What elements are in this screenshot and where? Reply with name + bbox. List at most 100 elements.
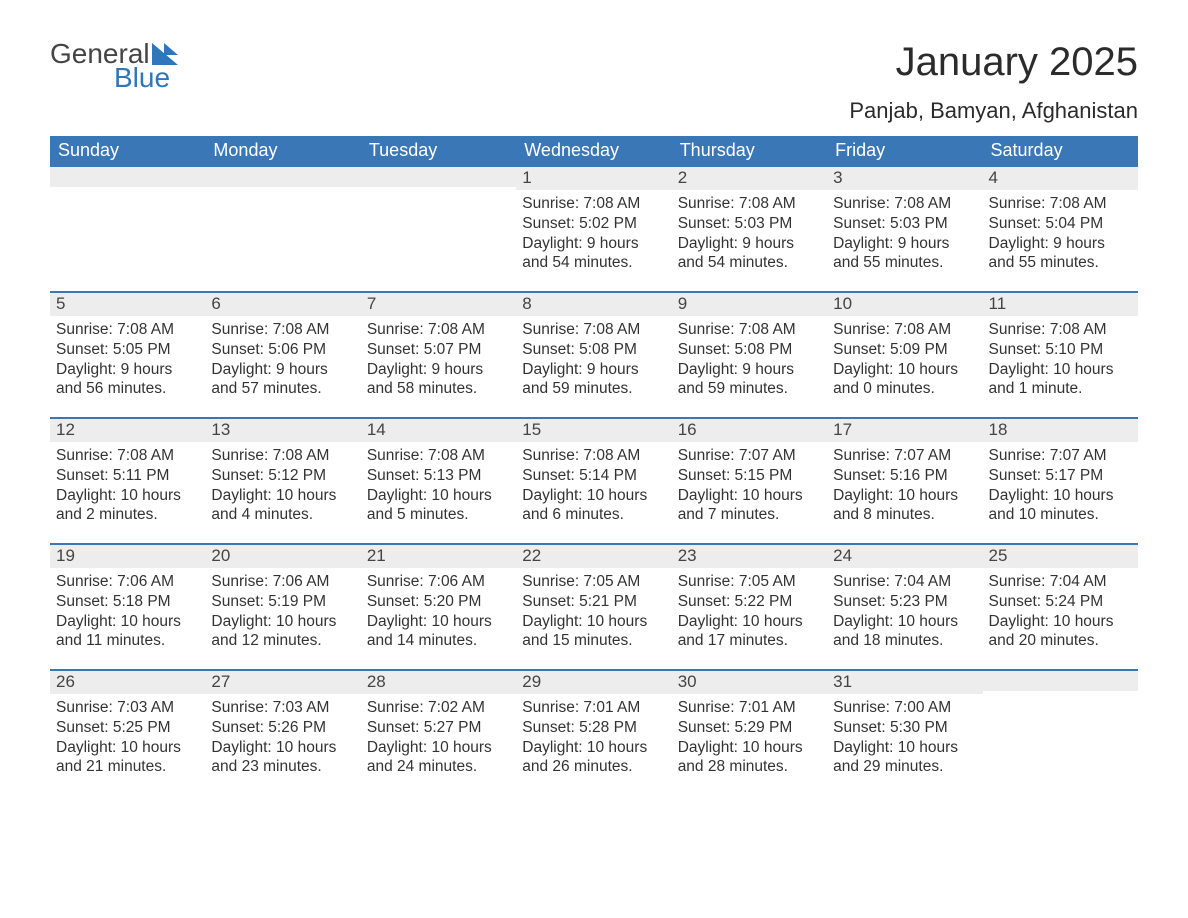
sunset-text: Sunset: 5:15 PM xyxy=(678,466,821,486)
day-details: Sunrise: 7:07 AMSunset: 5:16 PMDaylight:… xyxy=(827,442,982,529)
header-row: General Blue January 2025 xyxy=(50,40,1138,92)
day-number: 14 xyxy=(361,417,516,442)
calendar-day-cell: 30Sunrise: 7:01 AMSunset: 5:29 PMDayligh… xyxy=(672,669,827,795)
calendar-day-cell: 11Sunrise: 7:08 AMSunset: 5:10 PMDayligh… xyxy=(983,291,1138,417)
calendar-day-cell: 9Sunrise: 7:08 AMSunset: 5:08 PMDaylight… xyxy=(672,291,827,417)
sunset-text: Sunset: 5:24 PM xyxy=(989,592,1132,612)
calendar-week-row: 5Sunrise: 7:08 AMSunset: 5:05 PMDaylight… xyxy=(50,291,1138,417)
sunrise-text: Sunrise: 7:08 AM xyxy=(211,446,354,466)
day-details: Sunrise: 7:08 AMSunset: 5:03 PMDaylight:… xyxy=(672,190,827,277)
sunset-text: Sunset: 5:17 PM xyxy=(989,466,1132,486)
calendar-day-cell: 7Sunrise: 7:08 AMSunset: 5:07 PMDaylight… xyxy=(361,291,516,417)
day-number: 30 xyxy=(672,669,827,694)
calendar-day-cell: 6Sunrise: 7:08 AMSunset: 5:06 PMDaylight… xyxy=(205,291,360,417)
daylight-text: Daylight: 10 hours and 20 minutes. xyxy=(989,612,1132,652)
day-number: 31 xyxy=(827,669,982,694)
sunset-text: Sunset: 5:23 PM xyxy=(833,592,976,612)
day-details: Sunrise: 7:03 AMSunset: 5:26 PMDaylight:… xyxy=(205,694,360,781)
sunrise-text: Sunrise: 7:06 AM xyxy=(367,572,510,592)
day-number: 13 xyxy=(205,417,360,442)
day-number: 15 xyxy=(516,417,671,442)
calendar-day-cell: 3Sunrise: 7:08 AMSunset: 5:03 PMDaylight… xyxy=(827,165,982,291)
day-details: Sunrise: 7:08 AMSunset: 5:04 PMDaylight:… xyxy=(983,190,1138,277)
day-details: Sunrise: 7:08 AMSunset: 5:07 PMDaylight:… xyxy=(361,316,516,403)
day-number: 21 xyxy=(361,543,516,568)
calendar-week-row: 19Sunrise: 7:06 AMSunset: 5:18 PMDayligh… xyxy=(50,543,1138,669)
sunset-text: Sunset: 5:19 PM xyxy=(211,592,354,612)
sunrise-text: Sunrise: 7:07 AM xyxy=(678,446,821,466)
sunrise-text: Sunrise: 7:05 AM xyxy=(678,572,821,592)
day-number: 6 xyxy=(205,291,360,316)
day-details: Sunrise: 7:08 AMSunset: 5:08 PMDaylight:… xyxy=(516,316,671,403)
sunrise-text: Sunrise: 7:08 AM xyxy=(56,320,199,340)
sunrise-text: Sunrise: 7:08 AM xyxy=(522,194,665,214)
calendar-week-row: 1Sunrise: 7:08 AMSunset: 5:02 PMDaylight… xyxy=(50,165,1138,291)
sunrise-text: Sunrise: 7:08 AM xyxy=(367,320,510,340)
day-details: Sunrise: 7:01 AMSunset: 5:28 PMDaylight:… xyxy=(516,694,671,781)
day-number: 2 xyxy=(672,165,827,190)
day-details: Sunrise: 7:05 AMSunset: 5:21 PMDaylight:… xyxy=(516,568,671,655)
sunrise-text: Sunrise: 7:07 AM xyxy=(989,446,1132,466)
calendar-table: Sunday Monday Tuesday Wednesday Thursday… xyxy=(50,136,1138,795)
sunrise-text: Sunrise: 7:05 AM xyxy=(522,572,665,592)
day-number: 7 xyxy=(361,291,516,316)
logo-word-blue: Blue xyxy=(114,64,170,92)
brand-logo: General Blue xyxy=(50,40,186,92)
calendar-day-cell: 12Sunrise: 7:08 AMSunset: 5:11 PMDayligh… xyxy=(50,417,205,543)
sunset-text: Sunset: 5:03 PM xyxy=(833,214,976,234)
sunrise-text: Sunrise: 7:08 AM xyxy=(989,194,1132,214)
calendar-day-cell: 20Sunrise: 7:06 AMSunset: 5:19 PMDayligh… xyxy=(205,543,360,669)
calendar-day-cell xyxy=(361,165,516,291)
calendar-week-row: 12Sunrise: 7:08 AMSunset: 5:11 PMDayligh… xyxy=(50,417,1138,543)
sunrise-text: Sunrise: 7:08 AM xyxy=(678,320,821,340)
calendar-day-cell: 28Sunrise: 7:02 AMSunset: 5:27 PMDayligh… xyxy=(361,669,516,795)
calendar-day-cell: 22Sunrise: 7:05 AMSunset: 5:21 PMDayligh… xyxy=(516,543,671,669)
calendar-day-cell: 10Sunrise: 7:08 AMSunset: 5:09 PMDayligh… xyxy=(827,291,982,417)
day-number: 27 xyxy=(205,669,360,694)
day-details: Sunrise: 7:08 AMSunset: 5:06 PMDaylight:… xyxy=(205,316,360,403)
day-number: 24 xyxy=(827,543,982,568)
daylight-text: Daylight: 10 hours and 6 minutes. xyxy=(522,486,665,526)
calendar-day-cell: 26Sunrise: 7:03 AMSunset: 5:25 PMDayligh… xyxy=(50,669,205,795)
sunset-text: Sunset: 5:29 PM xyxy=(678,718,821,738)
sunset-text: Sunset: 5:18 PM xyxy=(56,592,199,612)
calendar-day-cell: 16Sunrise: 7:07 AMSunset: 5:15 PMDayligh… xyxy=(672,417,827,543)
day-details: Sunrise: 7:08 AMSunset: 5:03 PMDaylight:… xyxy=(827,190,982,277)
daylight-text: Daylight: 10 hours and 23 minutes. xyxy=(211,738,354,778)
sunset-text: Sunset: 5:14 PM xyxy=(522,466,665,486)
sunrise-text: Sunrise: 7:01 AM xyxy=(522,698,665,718)
sunrise-text: Sunrise: 7:01 AM xyxy=(678,698,821,718)
daylight-text: Daylight: 9 hours and 55 minutes. xyxy=(989,234,1132,274)
day-number xyxy=(50,165,205,187)
page-title: January 2025 xyxy=(896,40,1138,85)
day-number: 18 xyxy=(983,417,1138,442)
daylight-text: Daylight: 9 hours and 55 minutes. xyxy=(833,234,976,274)
daylight-text: Daylight: 10 hours and 26 minutes. xyxy=(522,738,665,778)
weekday-thursday: Thursday xyxy=(672,136,827,165)
calendar-day-cell xyxy=(50,165,205,291)
sunset-text: Sunset: 5:03 PM xyxy=(678,214,821,234)
day-details: Sunrise: 7:00 AMSunset: 5:30 PMDaylight:… xyxy=(827,694,982,781)
calendar-body: 1Sunrise: 7:08 AMSunset: 5:02 PMDaylight… xyxy=(50,165,1138,795)
daylight-text: Daylight: 9 hours and 54 minutes. xyxy=(678,234,821,274)
calendar-day-cell: 14Sunrise: 7:08 AMSunset: 5:13 PMDayligh… xyxy=(361,417,516,543)
calendar-page: General Blue January 2025 Panjab, Bamyan… xyxy=(0,0,1188,825)
day-number: 10 xyxy=(827,291,982,316)
day-details: Sunrise: 7:06 AMSunset: 5:18 PMDaylight:… xyxy=(50,568,205,655)
calendar-day-cell: 29Sunrise: 7:01 AMSunset: 5:28 PMDayligh… xyxy=(516,669,671,795)
weekday-tuesday: Tuesday xyxy=(361,136,516,165)
sunset-text: Sunset: 5:25 PM xyxy=(56,718,199,738)
daylight-text: Daylight: 10 hours and 5 minutes. xyxy=(367,486,510,526)
day-details: Sunrise: 7:06 AMSunset: 5:20 PMDaylight:… xyxy=(361,568,516,655)
day-details: Sunrise: 7:08 AMSunset: 5:14 PMDaylight:… xyxy=(516,442,671,529)
calendar-weekday-header: Sunday Monday Tuesday Wednesday Thursday… xyxy=(50,136,1138,165)
sunrise-text: Sunrise: 7:04 AM xyxy=(833,572,976,592)
sunset-text: Sunset: 5:04 PM xyxy=(989,214,1132,234)
sunrise-text: Sunrise: 7:03 AM xyxy=(56,698,199,718)
daylight-text: Daylight: 9 hours and 54 minutes. xyxy=(522,234,665,274)
calendar-day-cell: 18Sunrise: 7:07 AMSunset: 5:17 PMDayligh… xyxy=(983,417,1138,543)
day-number: 3 xyxy=(827,165,982,190)
sunset-text: Sunset: 5:21 PM xyxy=(522,592,665,612)
sunrise-text: Sunrise: 7:00 AM xyxy=(833,698,976,718)
weekday-wednesday: Wednesday xyxy=(516,136,671,165)
